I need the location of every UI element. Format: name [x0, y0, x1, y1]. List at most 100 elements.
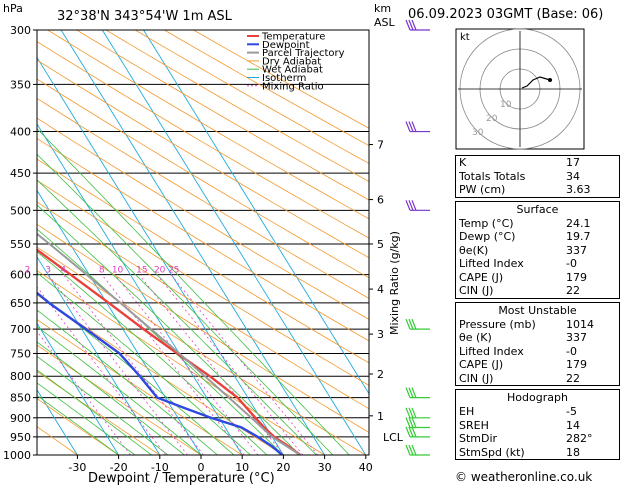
wet-adiabat-line: [37, 272, 251, 455]
wind-barb-flag: [408, 318, 414, 330]
stat-label: EH: [459, 405, 475, 418]
wind-barb-flag: [405, 444, 411, 456]
wind-barb-flag: [405, 387, 411, 398]
mixing-ratio-line: [47, 274, 188, 455]
surface-title: Surface: [516, 202, 559, 216]
stat-label: K: [459, 156, 467, 169]
stat-label: CAPE (J): [459, 270, 504, 284]
wet-adiabat-line: [37, 251, 268, 455]
series-parcel-trajectory: [37, 232, 301, 455]
wind-barbs: [405, 19, 430, 456]
legend-label: Mixing Ratio: [262, 81, 324, 92]
dry-adiabat-line: [37, 370, 161, 455]
stat-value: -0: [566, 257, 577, 270]
wet-adiabat-line: [37, 309, 218, 455]
stat-row: EH -5: [456, 405, 619, 419]
stat-label: Lifted Index: [459, 257, 524, 270]
stat-row: Dewp (°C) 19.7: [456, 230, 619, 244]
stat-value: 24.1: [566, 216, 591, 230]
stat-value: 179: [566, 270, 587, 284]
series-temperature: [37, 248, 302, 455]
pressure-tick-label: 400: [10, 126, 31, 139]
isotherm-line: [37, 56, 284, 455]
mixing-ratio-label: 2: [25, 266, 31, 276]
wind-barb-flag: [408, 200, 414, 211]
most-unstable-box: Most Unstable Pressure (mb) 1014 θe (K) 337…: [455, 301, 620, 386]
isotherm-line: [37, 189, 202, 455]
pressure-tick-label: 650: [10, 297, 31, 310]
dry-adiabat-line: [37, 97, 369, 299]
hodograph-title: Hodograph: [507, 391, 568, 404]
temp-tick-label: -10: [151, 461, 169, 474]
indices-box: K 17 Totals Totals 34 PW (cm) 3.63: [455, 155, 620, 198]
temp-tick-label: 0: [198, 461, 205, 474]
lcl-label: LCL: [383, 431, 404, 444]
stat-row: CAPE (J) 179: [456, 271, 619, 285]
pressure-tick-label: 700: [10, 323, 31, 336]
stat-value: 22: [566, 284, 580, 297]
stat-label: θe(K): [459, 243, 489, 257]
stat-row: CIN (J) 22: [456, 372, 619, 386]
stat-label: CIN (J): [459, 371, 494, 385]
pressure-tick-label: 1000: [3, 449, 31, 462]
surface-box: Surface Temp (°C) 24.1 Dewp (°C) 19.7 θe(K) 3…: [455, 200, 620, 299]
wet-adiabat-line: [37, 341, 185, 455]
stat-label: Temp (°C): [459, 216, 514, 230]
wind-barb-flag: [408, 407, 414, 419]
most-unstable-title: Most Unstable: [498, 303, 577, 317]
pressure-axis: 300 350 400 450 500 550 600 650 700 750 800 850 900 9…: [3, 24, 37, 462]
dry-adiabat-line: [37, 223, 369, 434]
wind-barb-flag: [411, 318, 417, 330]
legend-label: Parcel Trajectory: [262, 48, 345, 59]
km-tick-label: 5: [377, 238, 384, 251]
isotherm-line: [101, 30, 367, 455]
pressure-tick-label: 600: [10, 269, 31, 282]
legend-label: Dewpoint: [262, 40, 310, 51]
km-tick-label: 1: [377, 410, 384, 423]
stats-panel: K 17 Totals Totals 34 PW (cm) 3.63 Surface Te…: [455, 155, 620, 463]
hodograph-box: Hodograph EH -5 SREH 14 StmDir 282° StmSpd (kt…: [455, 389, 620, 460]
stat-value: 19.7: [566, 230, 591, 243]
mixing-ratio-line: [101, 274, 245, 455]
pressure-tick-label: 350: [10, 78, 31, 91]
mixing-ratio-label: 15: [136, 266, 147, 276]
dry-adiabat-line: [37, 319, 243, 455]
location-label: 32°38'N 343°54'W 1m ASL: [57, 9, 233, 24]
hodograph-ring-label: 30: [472, 128, 484, 138]
legend-label: Dry Adiabat: [262, 56, 321, 67]
temp-tick-label: -30: [68, 461, 86, 474]
dry-adiabat-line: [37, 344, 202, 455]
wet-adiabat-line: [37, 128, 350, 455]
series-dewpoint: [37, 291, 283, 455]
wind-barb-flag: [411, 407, 417, 419]
dry-adiabat-line: [37, 78, 369, 279]
km-tick-label: 7: [377, 139, 384, 152]
temp-tick-label: 20: [276, 461, 290, 474]
km-tick-label: 6: [377, 194, 384, 207]
mixing-ratio-line: [37, 286, 166, 455]
dry-adiabat-line: [134, 30, 369, 164]
km-tick-label: 2: [377, 368, 384, 381]
mixing-ratio-label: 20: [154, 266, 166, 276]
hpa-label: hPa: [3, 2, 23, 15]
dry-adiabat-line: [46, 30, 369, 220]
dry-adiabat-line: [37, 398, 119, 455]
pressure-tick-label: 950: [10, 431, 31, 444]
wind-barb-flag: [411, 444, 417, 456]
wind-barb-flag: [405, 417, 411, 428]
dry-adiabat-line: [37, 158, 369, 364]
wind-barb-flag: [408, 19, 414, 31]
stat-row: StmSpd (kt) 18: [456, 446, 619, 460]
dry-adiabat-line: [37, 41, 369, 239]
asl-label: ASL: [374, 16, 396, 29]
plot-frame: [36, 29, 370, 456]
hodograph-ring-label: 10: [500, 100, 512, 110]
stat-label: Pressure (mb): [459, 317, 536, 331]
hodograph-unit-label: kt: [460, 32, 470, 43]
dry-adiabat-line: [163, 30, 369, 147]
stat-row: Temp (°C) 24.1: [456, 217, 619, 231]
stat-row: θe (K) 337: [456, 331, 619, 345]
wind-barb-flag: [408, 417, 414, 428]
